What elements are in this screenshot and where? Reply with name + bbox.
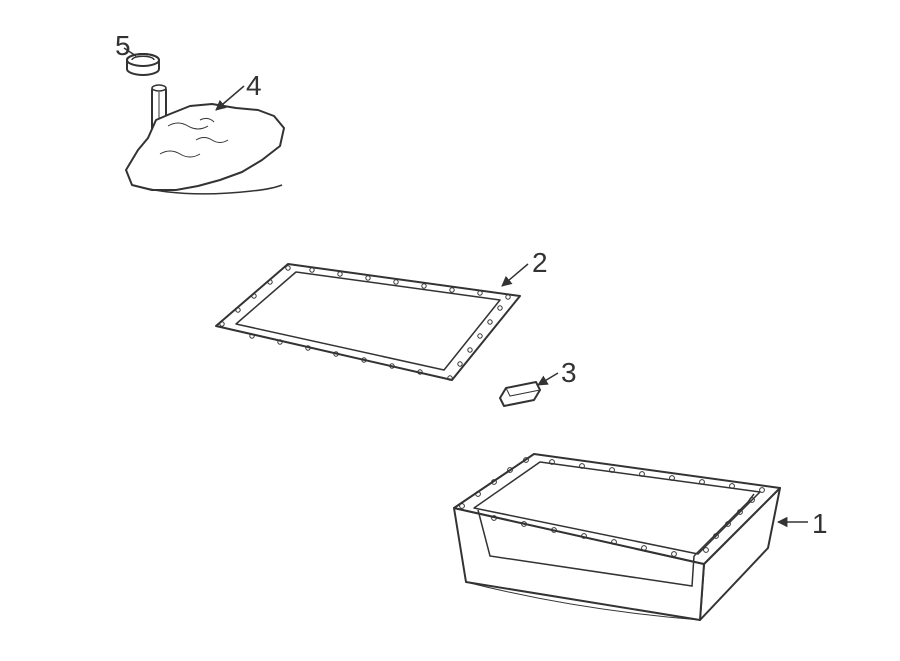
callout-4: 4 (246, 70, 262, 102)
callout-5: 5 (115, 30, 131, 62)
callout-2: 2 (532, 247, 548, 279)
part-gasket (216, 264, 520, 380)
part-seal (127, 54, 159, 75)
callout-3: 3 (561, 357, 577, 389)
part-magnet (500, 382, 540, 406)
callout-1: 1 (812, 508, 828, 540)
part-pan (454, 454, 780, 620)
